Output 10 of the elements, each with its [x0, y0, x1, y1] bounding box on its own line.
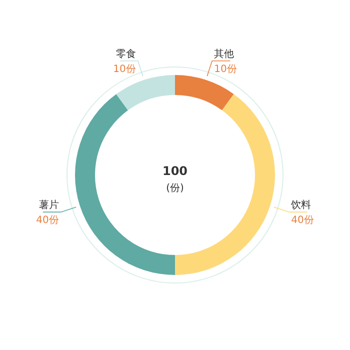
text: 100 [162, 164, 188, 178]
slice-label: 零食 [116, 48, 136, 60]
data-label: 40份 [36, 215, 59, 226]
data-label: 40份 [291, 215, 314, 226]
slice-label: 饮料 [290, 199, 312, 212]
data-label: 10份 [214, 64, 237, 75]
text: (份) [166, 183, 184, 194]
slice-label: 薯片 [38, 199, 59, 212]
slice-label: 其他 [214, 48, 234, 60]
data-label: 10份 [113, 64, 136, 75]
